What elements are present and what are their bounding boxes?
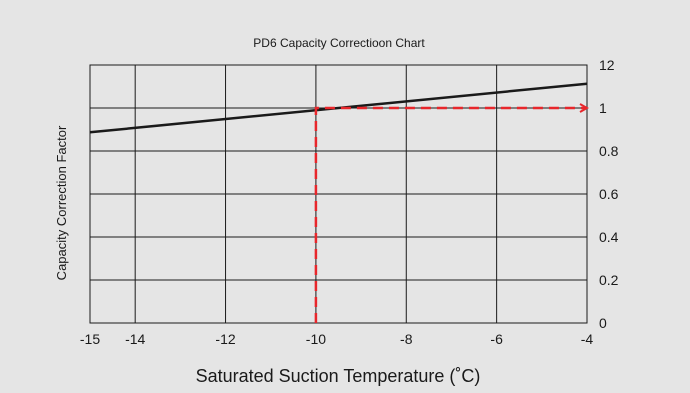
x-tick-label: -15 — [80, 331, 100, 347]
x-tick-label: -12 — [215, 331, 235, 347]
x-tick-label: -10 — [306, 331, 326, 347]
y-tick-label: 0.2 — [599, 272, 619, 288]
x-axis-label: Saturated Suction Temperature (˚C) — [196, 366, 481, 386]
x-axis-ticks: -15 -14 -12 -10 -8 -6 -4 — [80, 331, 594, 347]
y-tick-label: 0.4 — [599, 229, 619, 245]
grid — [89, 64, 588, 324]
x-tick-label: -4 — [581, 331, 594, 347]
annotation-layer — [314, 108, 587, 323]
x-tick-label: -14 — [125, 331, 145, 347]
chart-title: PD6 Capacity Correctioon Chart — [253, 36, 425, 50]
x-tick-label: -8 — [400, 331, 413, 347]
series-layer — [89, 82, 588, 134]
y-axis-label: Capacity Correction Factor — [54, 125, 69, 280]
y-axis-ticks: 0 0.2 0.4 0.6 0.8 1 12 — [599, 57, 619, 331]
x-tick-label: -6 — [490, 331, 503, 347]
y-tick-label: 12 — [599, 57, 615, 73]
y-tick-label: 0.8 — [599, 143, 619, 159]
y-tick-label: 1 — [599, 100, 607, 116]
annotation-arrow — [314, 108, 587, 323]
y-tick-label: 0.6 — [599, 186, 619, 202]
y-tick-label: 0 — [599, 315, 607, 331]
series-line — [89, 82, 588, 134]
